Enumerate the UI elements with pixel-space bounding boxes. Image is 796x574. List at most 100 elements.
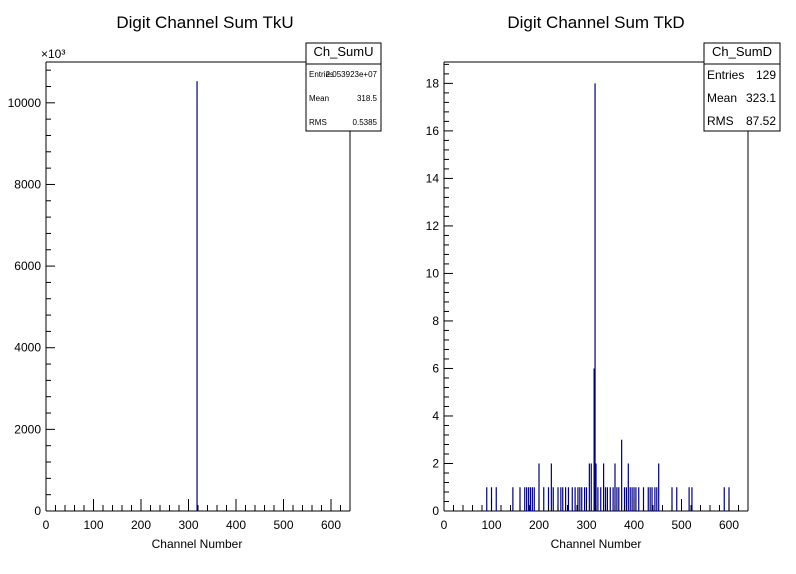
stats-row-label: RMS xyxy=(707,114,734,128)
x-tick-label: 200 xyxy=(131,518,151,532)
histogram-bar xyxy=(581,487,583,511)
histogram-bar xyxy=(658,463,660,511)
chart-title: Digit Channel Sum TkD xyxy=(507,13,684,32)
histogram-bar xyxy=(606,487,608,511)
y-tick-label: 4000 xyxy=(14,341,41,355)
y-tick-label: 4 xyxy=(432,409,439,423)
histogram-bar xyxy=(656,487,658,511)
stats-box-title: Ch_SumD xyxy=(712,44,772,59)
histogram-bar xyxy=(676,487,678,511)
histogram-bar xyxy=(562,487,564,511)
histogram-bar xyxy=(512,487,514,511)
histogram-bar xyxy=(519,487,521,511)
y-tick-label: 16 xyxy=(426,124,440,138)
x-tick-label: 0 xyxy=(43,518,50,532)
stats-row-label: Mean xyxy=(707,91,737,105)
histogram-bar xyxy=(579,487,581,511)
y-tick-label: 2000 xyxy=(14,422,41,436)
x-tick-label: 200 xyxy=(529,518,549,532)
histogram-bar xyxy=(688,487,690,511)
histogram-bar xyxy=(691,487,693,511)
histogram-bar xyxy=(612,487,614,511)
chart-title: Digit Channel Sum TkU xyxy=(116,13,293,32)
histogram-bar xyxy=(529,487,532,511)
histogram-bar xyxy=(588,463,590,511)
x-tick-label: 300 xyxy=(178,518,198,532)
stats-box-frame xyxy=(305,42,382,132)
x-tick-label: 100 xyxy=(83,518,103,532)
x-tick-label: 400 xyxy=(226,518,246,532)
histogram-bar xyxy=(627,463,629,511)
stats-row-label: Mean xyxy=(309,94,329,103)
histogram-bar xyxy=(593,368,595,511)
y-tick-label: 0 xyxy=(34,504,41,518)
x-tick-label: 400 xyxy=(624,518,644,532)
y-tick-label: 2 xyxy=(432,456,439,470)
stats-row-label: RMS xyxy=(309,118,327,127)
histogram-bar xyxy=(560,487,562,511)
y-tick-label: 6000 xyxy=(14,259,41,273)
histogram-bar xyxy=(595,463,597,511)
histogram-bar xyxy=(609,487,611,511)
y-tick-label: 12 xyxy=(426,219,440,233)
stats-row-value: 2.053923e+07 xyxy=(326,70,378,79)
histogram-bar xyxy=(631,487,633,511)
y-tick-label: 18 xyxy=(426,76,440,90)
stats-row-value: 87.52 xyxy=(746,114,776,128)
y-tick-label: 10 xyxy=(426,266,440,280)
stats-box-frame xyxy=(703,42,781,132)
histogram-bar xyxy=(723,487,725,511)
x-axis-label: Channel Number xyxy=(551,537,642,551)
histogram-bar xyxy=(629,487,631,511)
histogram-bar xyxy=(567,487,570,511)
y-tick-label: 10000 xyxy=(8,96,42,110)
histogram-bar xyxy=(638,487,640,511)
x-tick-label: 300 xyxy=(576,518,596,532)
x-tick-label: 0 xyxy=(441,518,448,532)
histogram-bar xyxy=(543,487,545,511)
x-tick-label: 600 xyxy=(321,518,341,532)
x-tick-label: 500 xyxy=(671,518,691,532)
histogram-bar xyxy=(531,487,533,511)
x-tick-label: 600 xyxy=(719,518,739,532)
histogram-bar xyxy=(623,487,626,511)
histogram-panel-tku: Digit Channel Sum TkU Channel Number ×10… xyxy=(8,13,382,551)
histogram-bar xyxy=(621,439,623,511)
stats-row-label: Entries xyxy=(707,68,744,82)
histogram-bar xyxy=(527,487,530,511)
histogram-bar xyxy=(565,487,567,511)
stats-box-title: Ch_SumU xyxy=(314,44,374,59)
histogram-bar xyxy=(577,487,579,511)
histogram-bar xyxy=(618,487,620,511)
histogram-bar xyxy=(597,487,599,511)
histogram-bar xyxy=(642,487,645,511)
y-tick-label: 0 xyxy=(432,504,439,518)
histogram-bar xyxy=(616,487,618,511)
y-tick-label: 14 xyxy=(426,171,440,185)
histogram-bar xyxy=(547,487,550,511)
histogram-bar xyxy=(571,487,573,511)
y-exponent-label: ×10³ xyxy=(41,47,65,61)
stats-row-label: Entries xyxy=(309,70,334,79)
stats-row-value: 318.5 xyxy=(357,94,378,103)
histogram-bar xyxy=(603,463,605,511)
histogram-bar xyxy=(552,487,554,511)
histogram-bar xyxy=(614,463,616,511)
x-axis-label: Channel Number xyxy=(152,537,243,551)
y-tick-label: 8000 xyxy=(14,177,41,191)
histogram-bar xyxy=(590,463,592,511)
histogram-bar xyxy=(486,487,488,511)
histogram-bar xyxy=(594,83,596,511)
histogram-bar xyxy=(533,487,535,511)
histogram-bar xyxy=(574,487,576,511)
stats-row-value: 0.5385 xyxy=(353,118,378,127)
stats-row-value: 129 xyxy=(756,68,776,82)
histogram-bar xyxy=(649,487,651,511)
histogram-bar xyxy=(550,463,552,511)
histogram-bar xyxy=(557,487,559,511)
histogram-bar xyxy=(526,487,528,511)
histogram-bar xyxy=(625,487,627,511)
